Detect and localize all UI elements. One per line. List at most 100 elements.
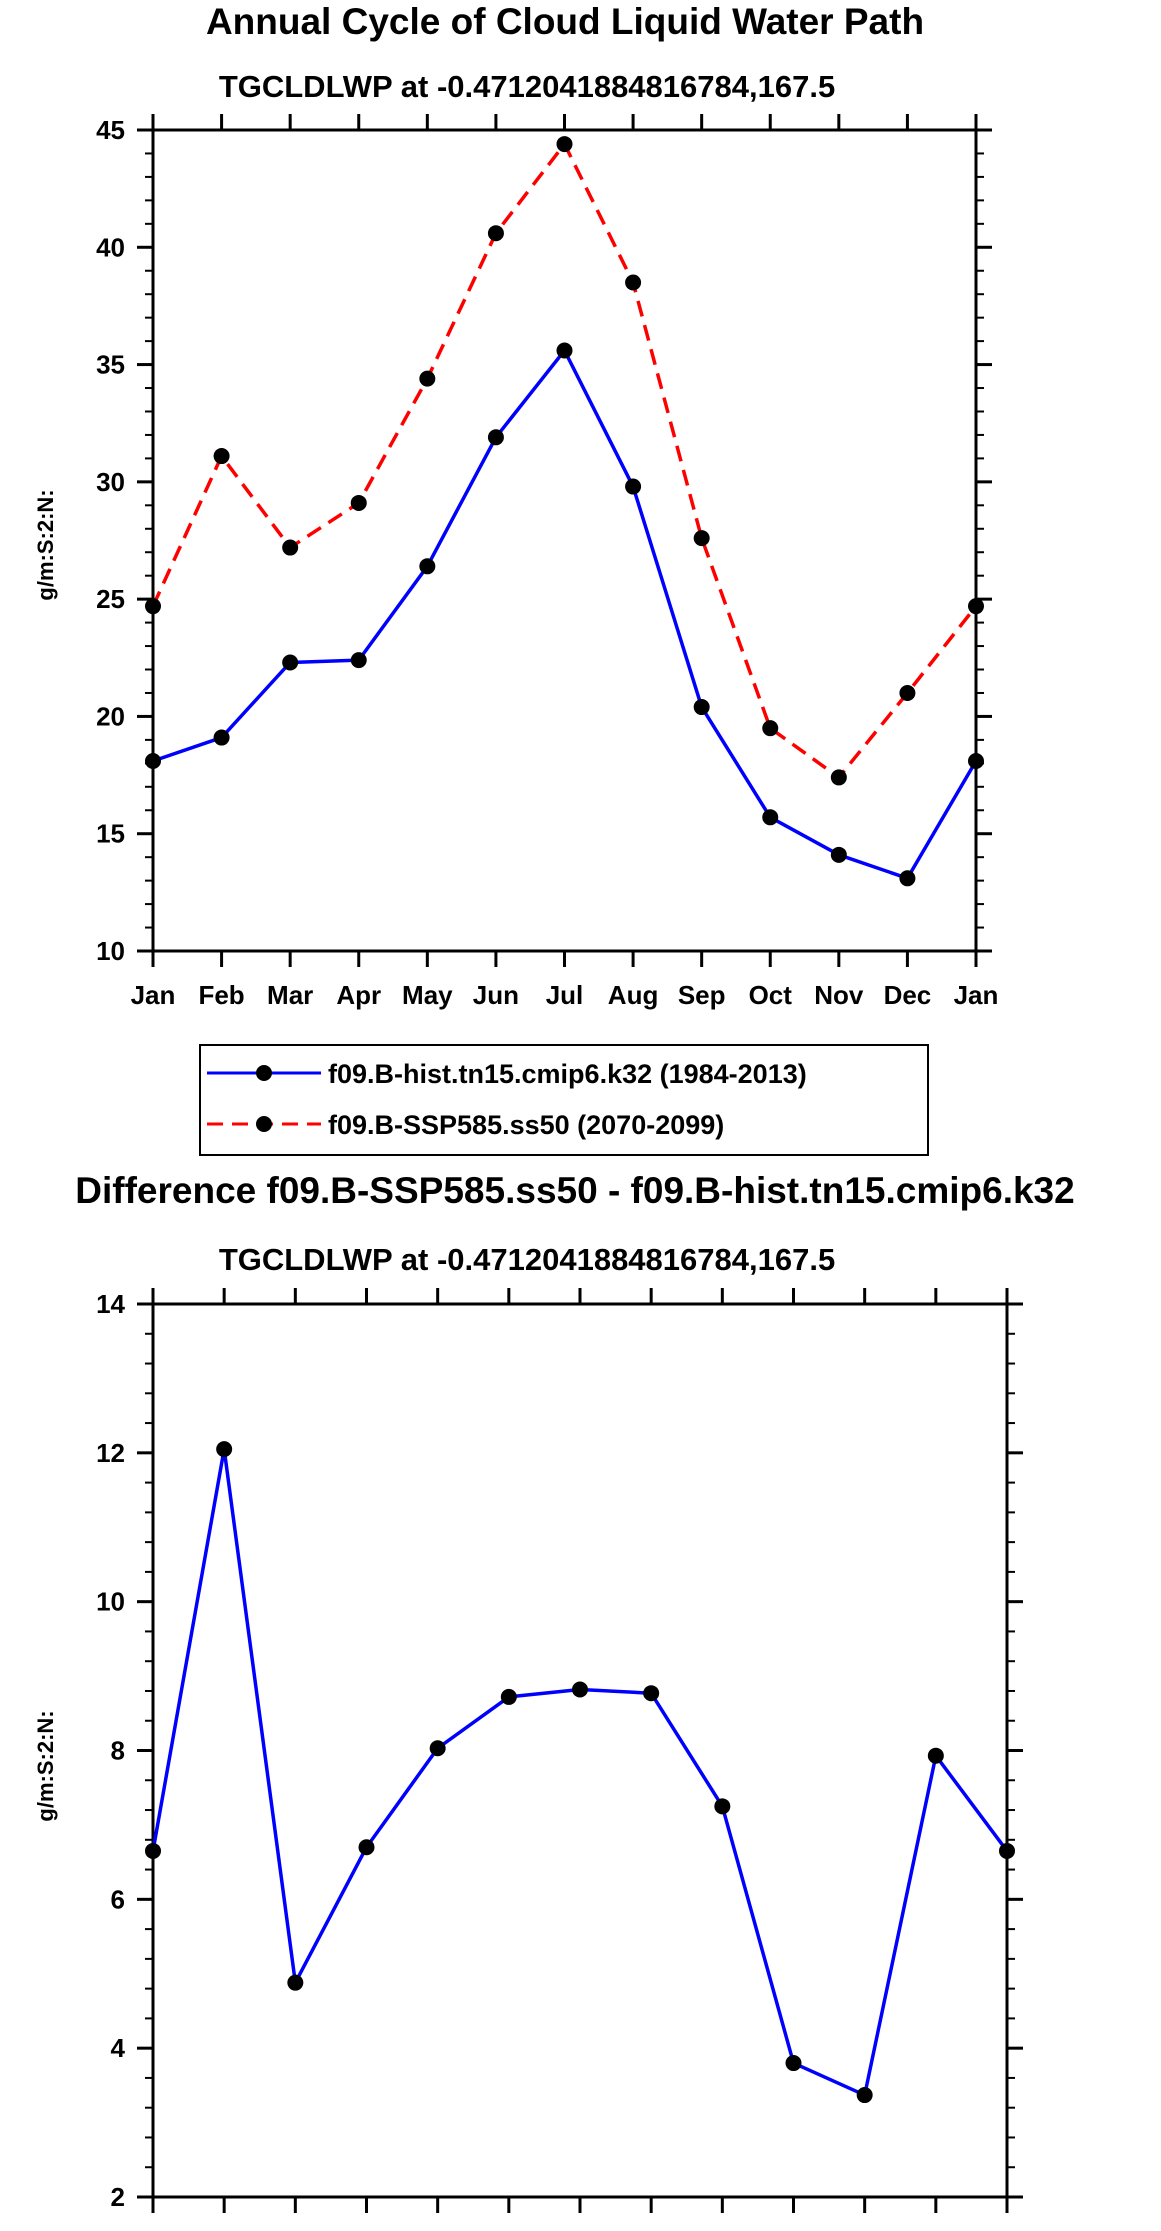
chart2-xtick-label: Sep xyxy=(698,2226,746,2231)
chart1-ytick-label: 10 xyxy=(96,936,125,966)
chart2-plot-frame xyxy=(151,1302,1009,2199)
chart2-xtick-label: Nov xyxy=(840,2226,890,2231)
chart1-series-1-point xyxy=(145,598,161,615)
chart1-series-1-point xyxy=(762,720,779,737)
chart1-plot-frame xyxy=(151,128,978,953)
chart2-ytick-label: 12 xyxy=(96,1438,125,1468)
chart1-xtick-label: Jul xyxy=(546,980,584,1010)
chart1-series-1-point xyxy=(693,530,710,547)
chart1-series-line-1 xyxy=(151,142,978,780)
chart1-series-0-point xyxy=(762,809,779,826)
chart2-xtick-label: Feb xyxy=(201,2226,247,2231)
chart1-series-1-point xyxy=(830,769,847,786)
chart2-series-0-point xyxy=(145,1842,161,1859)
chart1-xtick-label: Jun xyxy=(473,980,519,1010)
chart2-series-0-point xyxy=(216,1441,233,1458)
chart1-xtick-label: Mar xyxy=(267,980,313,1010)
chart1-xtick-label: Jan xyxy=(954,980,999,1010)
chart2-xtick-label: Jan xyxy=(131,2226,176,2231)
legend-marker-ssp xyxy=(256,1116,272,1132)
difference-chart: Difference f09.B-SSP585.ss50 - f09.B-his… xyxy=(33,1170,1075,2231)
chart2-y-axis-label: g/m:S:2:N: xyxy=(33,1710,58,1821)
chart1-ytick-label: 25 xyxy=(96,584,125,614)
chart2-ytick-label: 6 xyxy=(111,1884,125,1914)
chart1-series-1-point xyxy=(899,684,916,701)
chart1-series-line-0 xyxy=(152,348,978,881)
chart2-ytick-label: 2 xyxy=(111,2182,125,2212)
chart1-series-1-point xyxy=(968,598,984,615)
chart2-ytick-label: 4 xyxy=(111,2033,126,2063)
chart1-series-0-point xyxy=(625,478,642,495)
chart1-xtick-label: May xyxy=(402,980,453,1010)
chart1-title: Annual Cycle of Cloud Liquid Water Path xyxy=(206,1,924,42)
chart1-legend: f09.B-hist.tn15.cmip6.k32 (1984-2013) f0… xyxy=(199,1044,929,1156)
chart1-series-1-point xyxy=(282,539,299,556)
chart1-series-0-point xyxy=(350,652,367,669)
chart1-series-0-point xyxy=(556,342,573,359)
chart2-title: Difference f09.B-SSP585.ss50 - f09.B-his… xyxy=(75,1170,1074,1211)
chart2-ytick-label: 14 xyxy=(96,1289,125,1319)
chart1-ytick-label: 45 xyxy=(96,115,125,145)
chart1-xtick-label: Dec xyxy=(884,980,932,1010)
chart2-series-0-point xyxy=(856,2087,873,2104)
chart1-ytick-label: 20 xyxy=(96,701,125,731)
chart1-series-0-point xyxy=(899,870,916,887)
chart1-xtick-label: Apr xyxy=(336,980,381,1010)
chart2-series-0-point xyxy=(785,2055,802,2072)
chart1-xtick-label: Aug xyxy=(608,980,659,1010)
chart1-ytick-label: 40 xyxy=(96,232,125,262)
chart1-series-0-point xyxy=(419,558,436,575)
chart2-xtick-label: Jun xyxy=(486,2226,532,2231)
chart1-ytick-label: 15 xyxy=(96,819,125,849)
chart2-xtick-label: Jan xyxy=(985,2226,1030,2231)
chart2-xtick-label: Mar xyxy=(272,2226,318,2231)
chart1-xtick-label: Nov xyxy=(814,980,864,1010)
legend-label-hist: f09.B-hist.tn15.cmip6.k32 (1984-2013) xyxy=(328,1059,807,1089)
chart1-series-0-point xyxy=(213,729,230,746)
chart1-series-0-point xyxy=(968,752,984,769)
chart1-xtick-label: Oct xyxy=(749,980,793,1010)
chart1-series-1-point xyxy=(556,136,573,153)
chart2-axes: 2 4 6 8 10 12 14 Jan Feb Mar Apr May Jun Jul Aug Sep Oct… xyxy=(96,1288,1029,2231)
legend-marker-hist xyxy=(256,1065,272,1081)
chart1-series-1-point xyxy=(350,494,367,511)
chart1-subtitle: TGCLDLWP at -0.4712041884816784,167.5 xyxy=(219,69,835,104)
chart2-xtick-label: Apr xyxy=(344,2226,389,2231)
chart2-series-0-point xyxy=(999,1842,1015,1859)
chart1-series-0-point xyxy=(487,429,504,446)
chart2-series-0-point xyxy=(500,1688,517,1705)
legend-label-ssp: f09.B-SSP585.ss50 (2070-2099) xyxy=(328,1110,724,1140)
chart2-xtick-label: May xyxy=(412,2226,463,2231)
chart2-series-0-point xyxy=(643,1685,660,1702)
chart2-series-0-point xyxy=(358,1839,375,1856)
chart2-series-0-point xyxy=(429,1740,446,1757)
chart2-xtick-label: Jul xyxy=(561,2226,599,2231)
chart1-y-axis-label: g/m:S:2:N: xyxy=(33,489,58,600)
chart1-axes: 10 15 20 25 30 35 40 45 Jan Feb Mar Apr May Jun Jul Aug… xyxy=(96,114,998,1010)
chart2-series-line-0 xyxy=(151,1447,1009,2097)
chart2-series-0-point xyxy=(927,1747,944,1764)
chart1-series-0-point xyxy=(145,752,161,769)
legend-box xyxy=(199,1044,929,1156)
chart2-series-0-point xyxy=(287,1974,304,1991)
chart2-xtick-label: Oct xyxy=(772,2226,816,2231)
chart2-series xyxy=(145,1441,1015,2104)
chart2-series-0-point xyxy=(572,1681,588,1698)
chart1-xtick-label: Sep xyxy=(678,980,726,1010)
chart1-series-0-point xyxy=(282,654,299,671)
chart1-xtick-label: Feb xyxy=(198,980,244,1010)
chart1-series-0-point xyxy=(830,846,847,863)
chart1-series-1-point xyxy=(213,448,230,465)
chart1-series-1-point xyxy=(487,225,504,242)
annual-cycle-chart: Annual Cycle of Cloud Liquid Water Path … xyxy=(33,1,998,1156)
chart2-subtitle: TGCLDLWP at -0.4712041884816784,167.5 xyxy=(219,1242,835,1277)
chart2-ytick-label: 8 xyxy=(111,1736,125,1766)
chart2-xtick-label: Aug xyxy=(626,2226,677,2231)
chart1-series-0-point xyxy=(693,699,710,716)
chart1-series xyxy=(145,136,984,887)
chart2-ytick-label: 10 xyxy=(96,1587,125,1617)
chart1-ytick-label: 35 xyxy=(96,350,125,380)
chart1-series-1-point xyxy=(625,274,642,291)
chart1-ytick-label: 30 xyxy=(96,467,125,497)
chart2-series-0-point xyxy=(714,1798,731,1815)
